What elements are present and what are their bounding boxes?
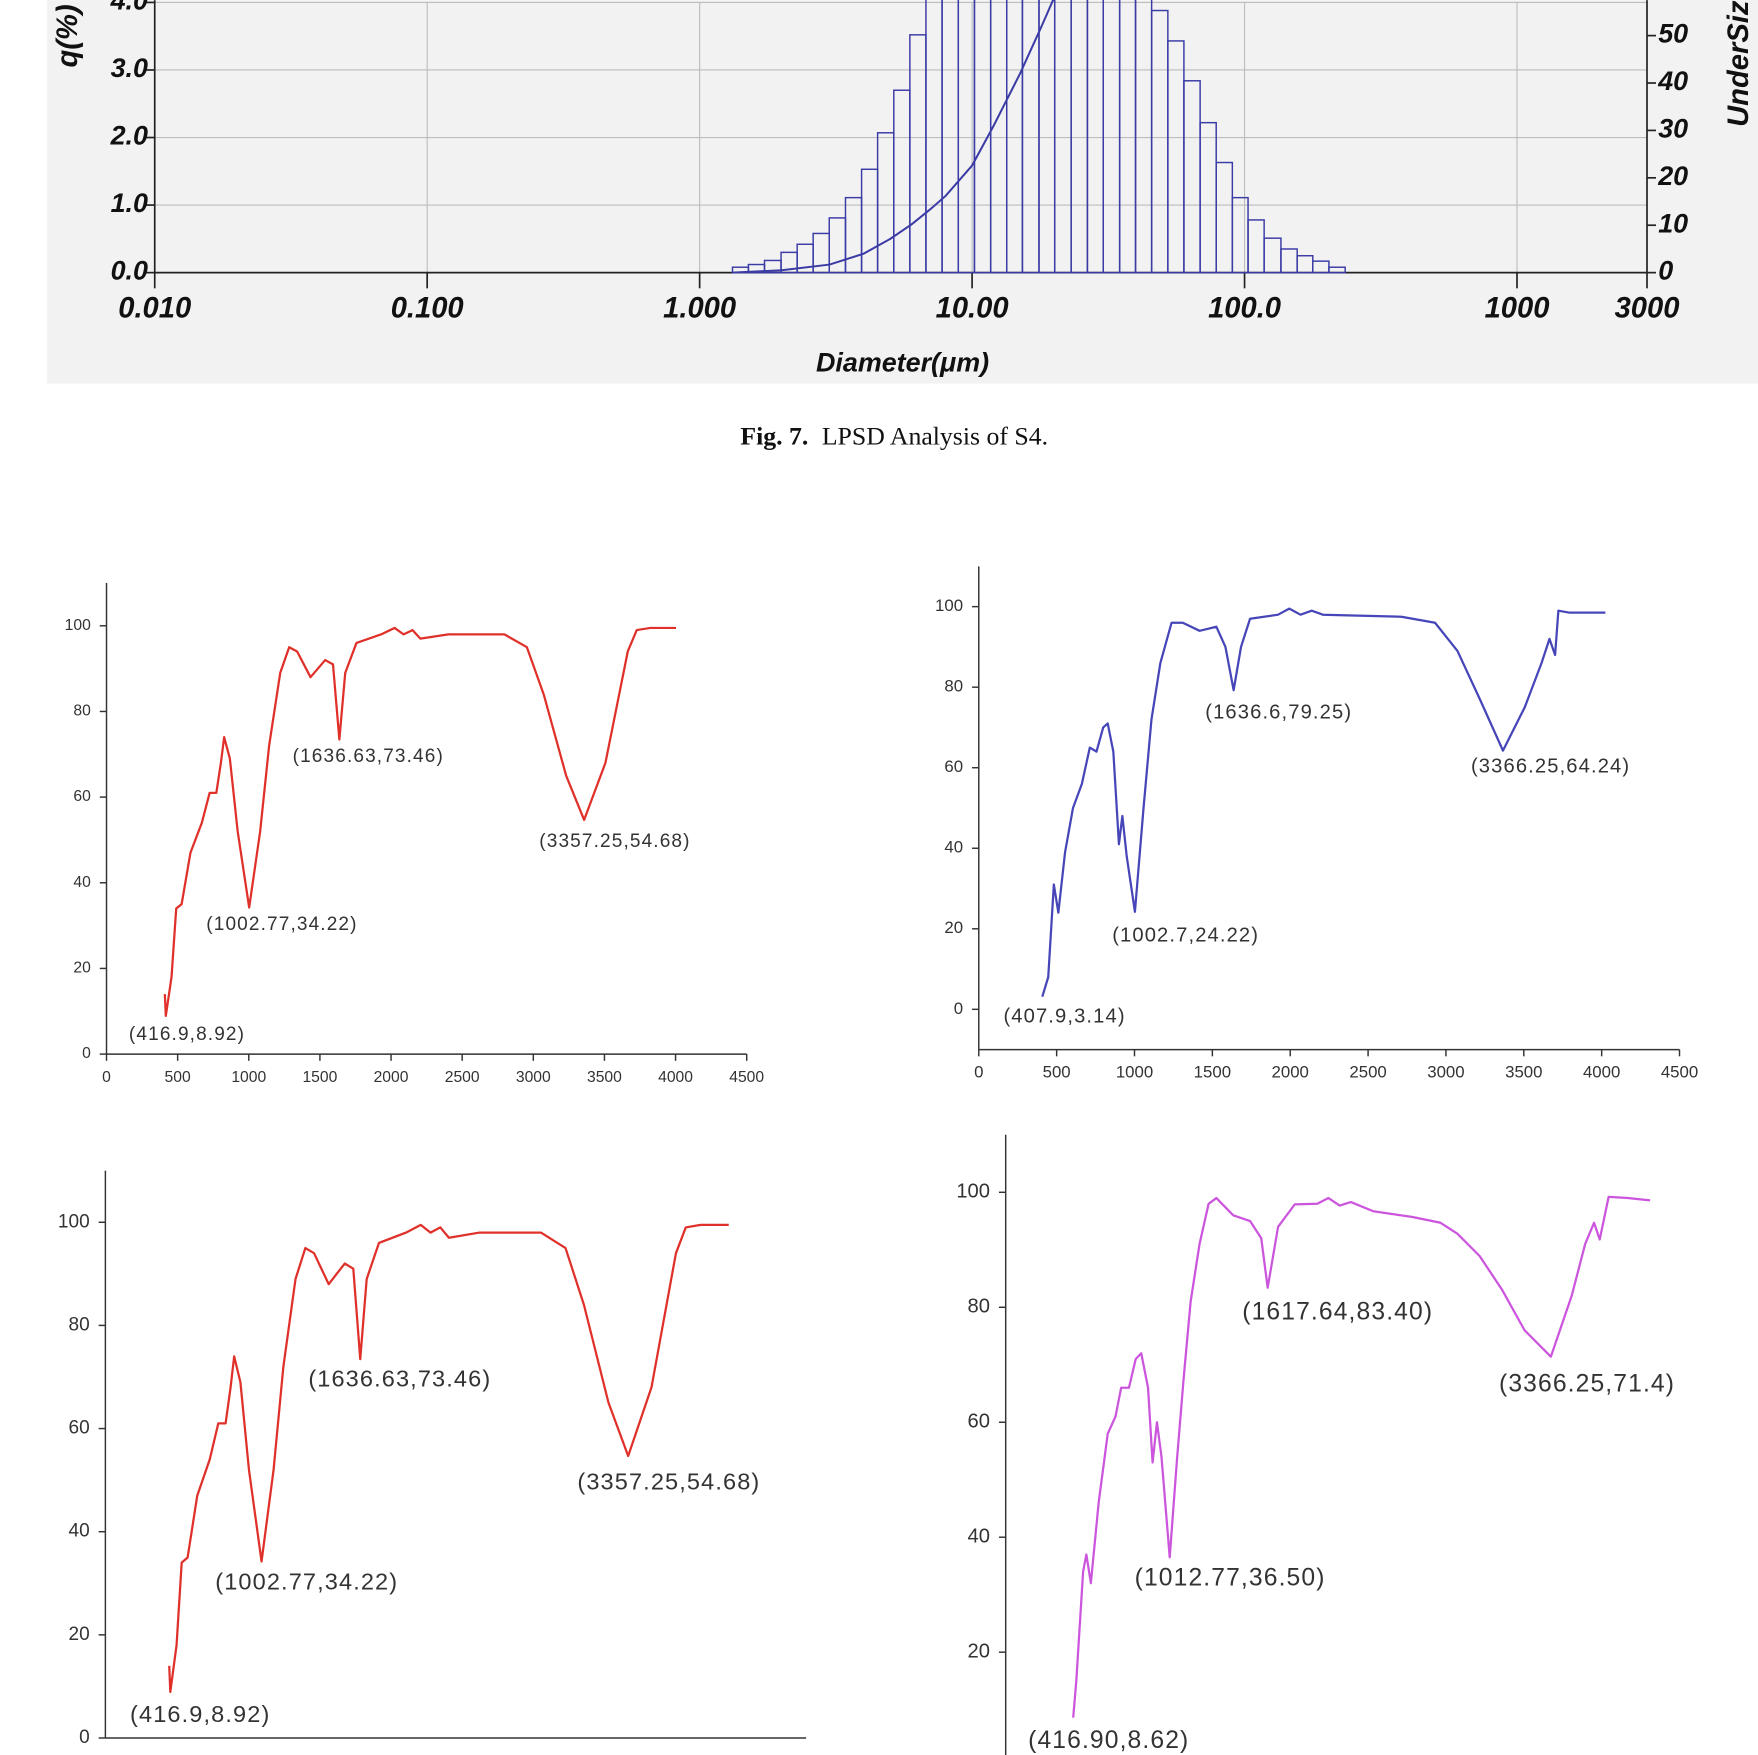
x-tick-label: 2000 [374, 1069, 409, 1086]
y-tick-label: 100 [956, 1181, 990, 1203]
y2-tick-label: 20 [1657, 161, 1688, 191]
y-tick-label: 60 [968, 1411, 990, 1433]
annotation: (407.9,3.14) [1003, 1005, 1125, 1027]
y-tick-label: 60 [73, 788, 91, 805]
y2-tick-label: 40 [1657, 66, 1688, 96]
x-tick-label: 100.0 [1208, 292, 1281, 324]
x-axis-label: Diameter(μm) [816, 348, 989, 378]
annotation: (416.9,8.92) [130, 1701, 270, 1727]
y2-tick-label: 50 [1658, 19, 1688, 49]
x-tick-label: 3000 [1427, 1063, 1464, 1082]
x-tick-label: 0.100 [391, 292, 464, 324]
y-tick-label: 60 [69, 1418, 90, 1439]
x-tick-label: 1000 [231, 1069, 266, 1086]
y-tick-label: 40 [69, 1521, 90, 1542]
y-tick-label: 20 [944, 918, 963, 937]
annotation: (416.9,8.92) [129, 1024, 245, 1045]
y-tick-label: 1.0 [111, 188, 148, 218]
annotation: (3366.25,71.4) [1499, 1370, 1675, 1397]
y2-tick-label: 0 [1658, 256, 1673, 286]
spectrum-line [1041, 607, 1606, 998]
annotation: (1636.6,79.25) [1205, 702, 1352, 724]
y-tick-label: 20 [73, 960, 91, 977]
y-tick-label: 0 [954, 999, 963, 1018]
y-tick-label: 80 [69, 1314, 90, 1335]
annotation: (3357.25,54.68) [539, 831, 690, 852]
caption-label: Fig. 7. [740, 421, 808, 450]
y-tick-label: 80 [73, 703, 91, 720]
annotation: (1636.63,73.46) [308, 1366, 491, 1392]
x-tick-label: 500 [1043, 1063, 1071, 1082]
x-tick-label: 3000 [516, 1069, 551, 1086]
x-tick-label: 3000 [1615, 292, 1680, 324]
y-tick-label: 0 [79, 1727, 90, 1748]
x-tick-label: 1000 [1116, 1063, 1153, 1082]
x-tick-label: 3500 [1505, 1063, 1542, 1082]
spectrum-line [163, 626, 676, 1018]
y-tick-label: 100 [65, 617, 91, 634]
spectrum-line [168, 1223, 729, 1694]
x-tick-label: 1000 [1485, 292, 1550, 324]
y-tick-label: 80 [968, 1296, 990, 1318]
annotation: (1636.63,73.46) [293, 746, 444, 767]
y-tick-label: 0.0 [111, 256, 148, 286]
x-tick-label: 0.010 [118, 292, 191, 324]
y2-axis-label: UnderSize [1723, 0, 1755, 127]
cumulative-line [732, 0, 1055, 274]
x-tick-label: 4000 [658, 1069, 693, 1086]
spectrum-line [1072, 1195, 1651, 1718]
y-tick-label: 4.0 [110, 0, 148, 16]
annotation: (1002.77,34.22) [206, 914, 357, 935]
y-tick-label: 20 [69, 1624, 90, 1645]
y-tick-label: 80 [944, 677, 963, 696]
x-tick-label: 1500 [1194, 1063, 1231, 1082]
annotation: (416.90,8.62) [1028, 1727, 1189, 1754]
x-tick-label: 500 [165, 1069, 191, 1086]
x-tick-label: 0 [102, 1069, 111, 1086]
x-tick-label: 2000 [1272, 1063, 1309, 1082]
y-tick-label: 60 [944, 757, 963, 776]
annotation: (1617.64,83.40) [1242, 1299, 1433, 1326]
annotation: (3357.25,54.68) [577, 1469, 760, 1495]
x-tick-label: 4500 [729, 1069, 764, 1086]
x-tick-label: 4000 [1583, 1063, 1620, 1082]
annotation: (1002.77,34.22) [215, 1568, 398, 1594]
y-tick-label: 100 [935, 596, 963, 615]
y-tick-label: 20 [968, 1641, 990, 1663]
y2-tick-label: 10 [1658, 208, 1688, 238]
y-tick-label: 3.0 [111, 53, 148, 83]
caption-text: LPSD Analysis of S4. [822, 421, 1048, 450]
x-tick-label: 4500 [1661, 1063, 1698, 1082]
annotation: (1002.7,24.22) [1112, 925, 1259, 947]
x-tick-label: 2500 [1349, 1063, 1386, 1082]
x-tick-label: 2500 [445, 1069, 480, 1086]
y-tick-label: 0 [82, 1045, 91, 1062]
histogram-bar [1328, 266, 1346, 274]
y-tick-label: 40 [968, 1526, 990, 1548]
x-tick-label: 1500 [302, 1069, 337, 1086]
y2-tick-label: 30 [1658, 114, 1688, 144]
x-tick-label: 10.00 [936, 292, 1009, 324]
y-tick-label: 40 [944, 838, 963, 857]
y-axis-label: q(%) [52, 4, 84, 67]
annotation: (3366.25,64.24) [1471, 755, 1630, 777]
lpsd-panel [47, 0, 1758, 384]
x-tick-label: 0 [974, 1063, 983, 1082]
x-tick-label: 3500 [587, 1069, 622, 1086]
annotation: (1012.77,36.50) [1135, 1564, 1326, 1591]
y-tick-label: 100 [58, 1211, 90, 1232]
y-tick-label: 40 [73, 874, 91, 891]
x-tick-label: 1.000 [663, 292, 736, 324]
y-tick-label: 2.0 [110, 121, 148, 151]
